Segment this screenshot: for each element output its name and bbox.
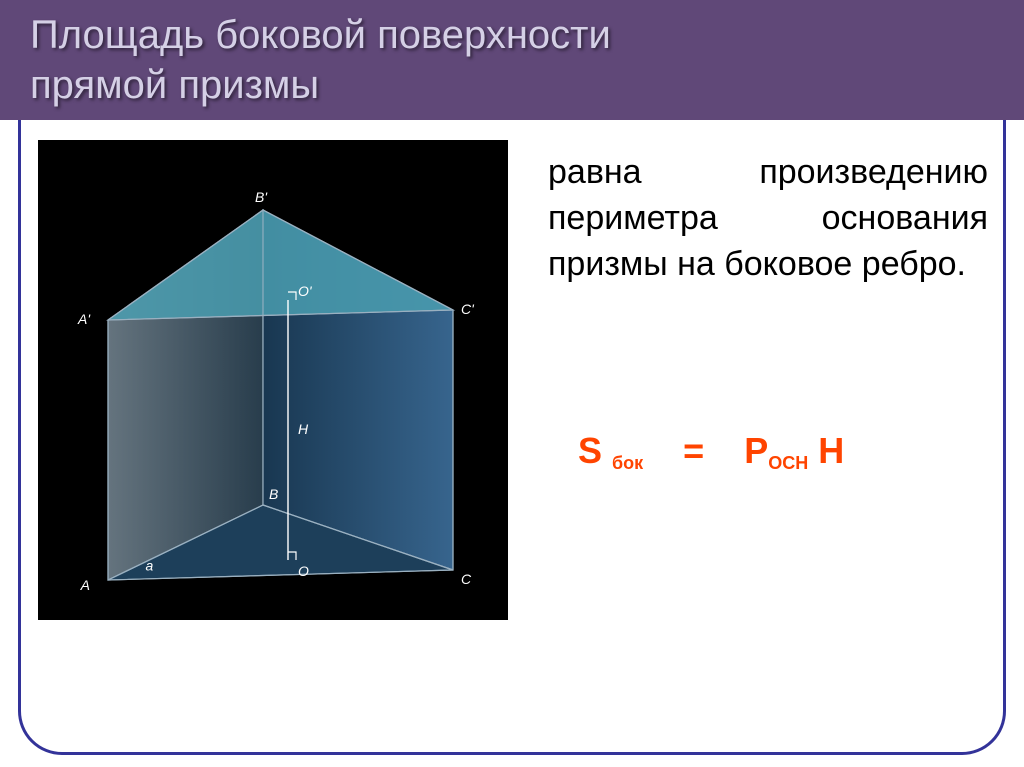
svg-text:B: B (269, 486, 278, 502)
formula-P: P (744, 430, 768, 471)
svg-text:A': A' (77, 311, 91, 327)
svg-text:H: H (298, 421, 309, 437)
formula-eq: = (673, 430, 714, 471)
content-area: A' B' C' O' A B C O Ha равна произведению периме… (38, 140, 988, 740)
formula-H: H (818, 430, 844, 471)
svg-text:a: a (146, 558, 154, 574)
svg-text:C': C' (461, 301, 475, 317)
theorem-text: равна произведению периметра основания п… (548, 150, 988, 288)
prism-diagram: A' B' C' O' A B C O Ha (38, 140, 508, 620)
title-line1: Площадь боковой поверхности (30, 10, 994, 60)
svg-text:A: A (80, 577, 90, 593)
formula-S: S (578, 430, 602, 471)
formula: S бок = PОСН H (578, 430, 998, 472)
formula-P-sub: ОСН (768, 453, 808, 473)
title-bar: Площадь боковой поверхности прямой призм… (0, 0, 1024, 120)
theorem-text-block: равна произведению периметра основания п… (548, 150, 988, 288)
svg-text:B': B' (255, 189, 268, 205)
svg-text:O': O' (298, 283, 313, 299)
title-line2: прямой призмы (30, 60, 994, 110)
formula-S-sub: бок (612, 453, 643, 473)
svg-text:C: C (461, 571, 472, 587)
svg-text:O: O (298, 563, 309, 579)
